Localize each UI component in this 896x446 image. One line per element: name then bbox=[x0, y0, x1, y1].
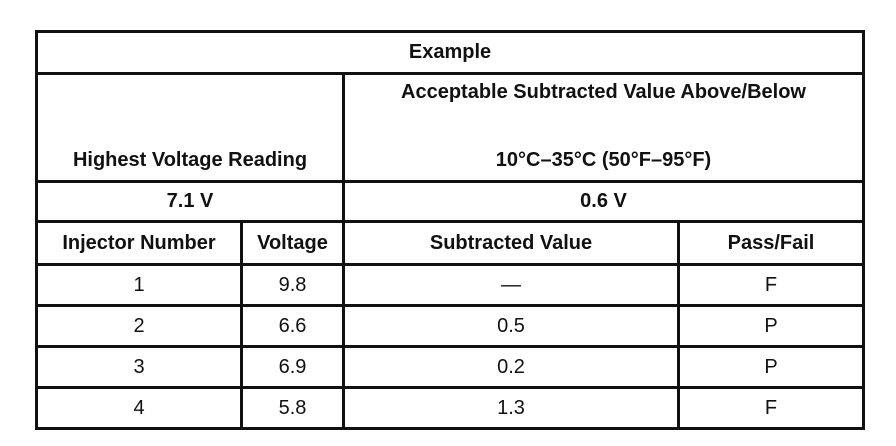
data-cell: 6.6 bbox=[240, 304, 345, 348]
column-header: Injector Number bbox=[35, 220, 243, 266]
acceptable-value: 0.6 V bbox=[341, 180, 866, 223]
data-cell: P bbox=[676, 345, 866, 389]
title-row: Example bbox=[34, 30, 866, 75]
data-row: 2 6.6 0.5 P bbox=[35, 304, 866, 348]
highest-voltage: 7.1 V bbox=[35, 180, 345, 223]
column-header: Pass/Fail bbox=[676, 220, 866, 266]
column-header: Subtracted Value bbox=[342, 220, 680, 266]
data-table: Example Highest Voltage Reading Acceptab… bbox=[34, 30, 866, 430]
acceptable-label-cell: Acceptable Subtracted Value Above/Below … bbox=[341, 72, 866, 183]
acceptable-label-line: Acceptable Subtracted Value Above/Below bbox=[401, 81, 806, 103]
data-row: 3 6.9 0.2 P bbox=[35, 345, 866, 389]
data-cell: 5.8 bbox=[240, 386, 345, 430]
table-title: Example bbox=[34, 30, 866, 75]
header-row: Highest Voltage Reading Acceptable Subtr… bbox=[35, 72, 866, 183]
data-cell: 3 bbox=[35, 345, 243, 389]
data-row: 4 5.8 1.3 F bbox=[35, 386, 866, 430]
data-cell: 0.5 bbox=[342, 304, 680, 348]
table-body: 1 9.8— F 2 6.6 0.5 P 3 6.9 0.2 P 4 5.8 1.3 F bbox=[35, 263, 866, 430]
acceptable-label: Acceptable Subtracted Value Above/Below … bbox=[347, 77, 861, 179]
data-cell: 2 bbox=[35, 304, 243, 348]
data-cell: P bbox=[676, 304, 866, 348]
column-header: Voltage bbox=[240, 220, 345, 266]
data-row: 1 9.8— F bbox=[35, 263, 866, 307]
highest-voltage-label: Highest Voltage Reading bbox=[35, 72, 345, 183]
data-cell: 1.3 bbox=[342, 386, 680, 430]
data-cell: 9.8 bbox=[240, 263, 345, 307]
values-row: 7.1 V 0.6 V bbox=[35, 180, 866, 223]
column-header-row: Injector Number Voltage Subtracted Value… bbox=[35, 220, 866, 266]
data-cell: 1 bbox=[35, 263, 243, 307]
data-cell: 6.9 bbox=[240, 345, 345, 389]
data-cell: F bbox=[676, 263, 866, 307]
acceptable-label-line: 10°C–35°C (50°F–95°F) bbox=[495, 149, 712, 171]
data-cell: — bbox=[342, 263, 680, 307]
data-cell: F bbox=[676, 386, 866, 430]
data-cell: 4 bbox=[35, 386, 243, 430]
data-cell: 0.2 bbox=[342, 345, 680, 389]
